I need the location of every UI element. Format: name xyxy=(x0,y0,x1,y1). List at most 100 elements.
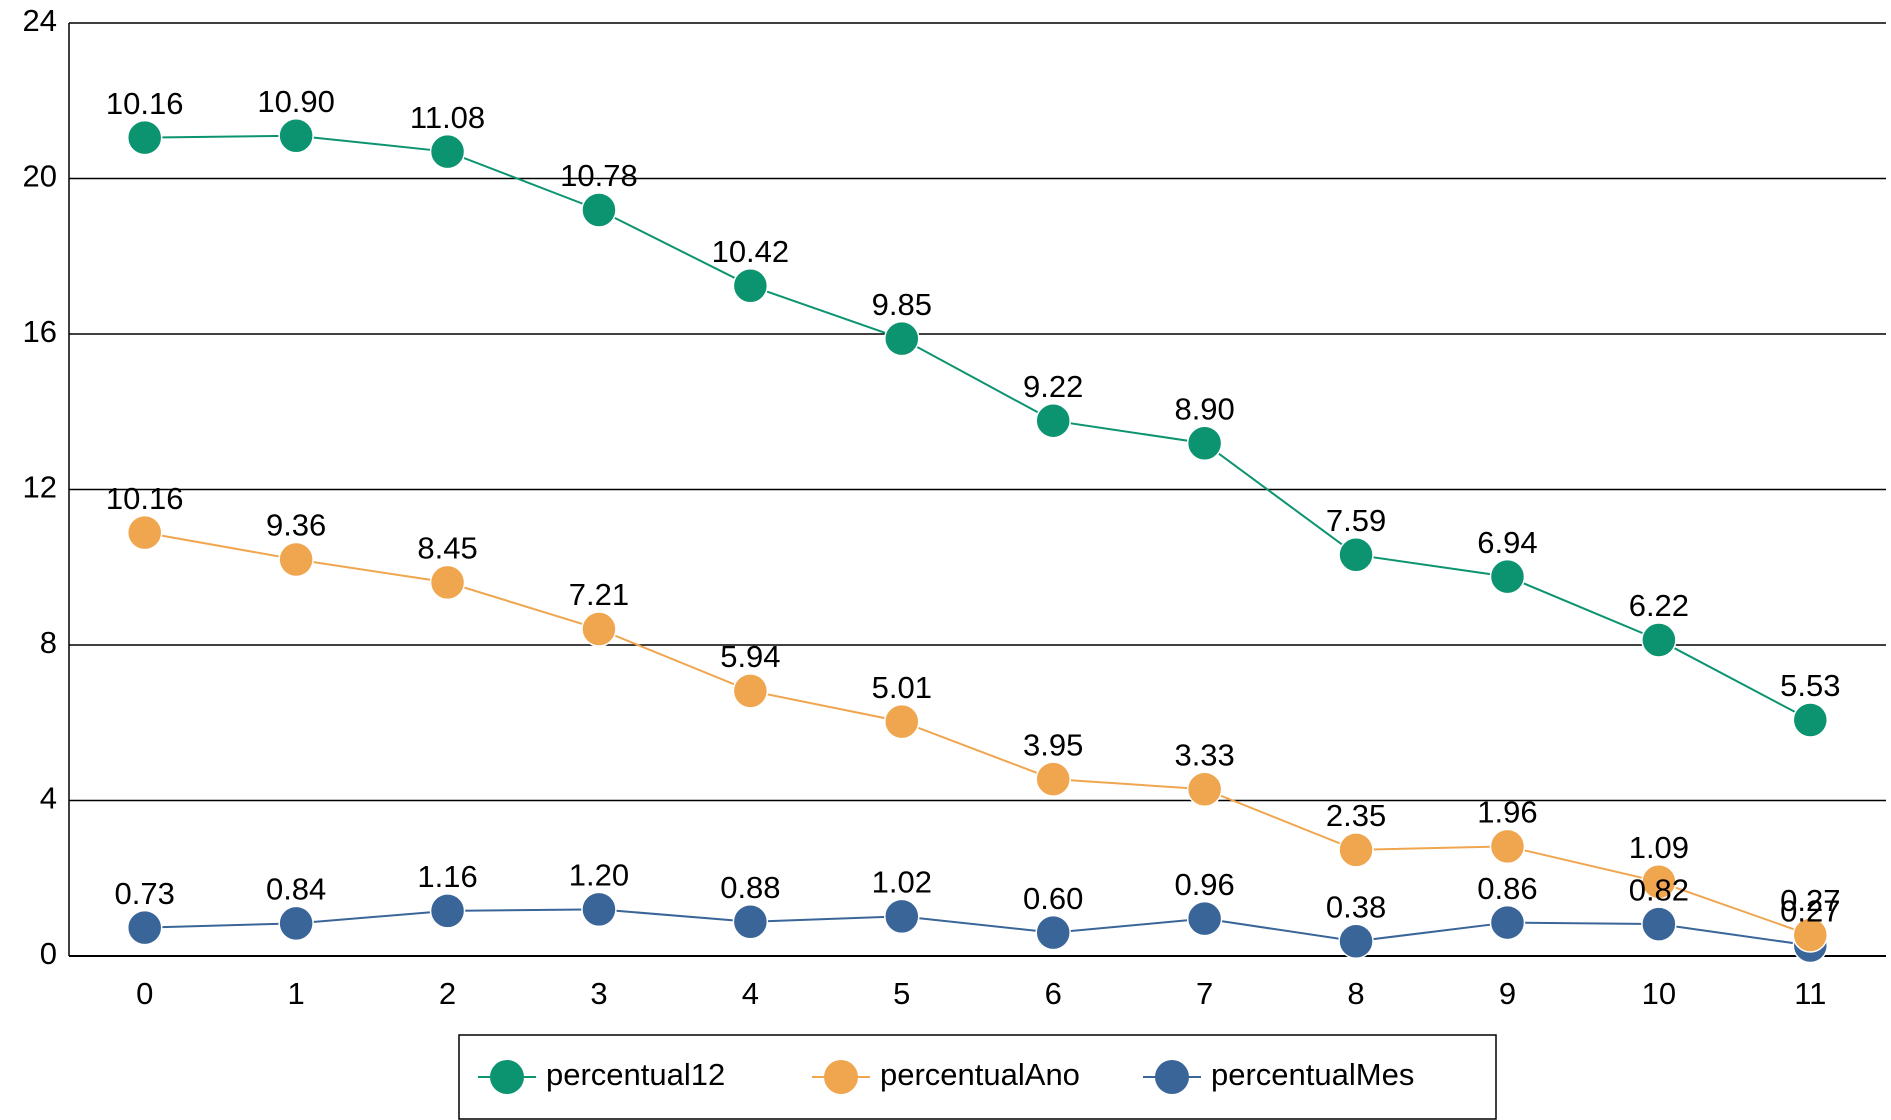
point xyxy=(732,268,769,304)
data-label: 0.82 xyxy=(1629,872,1689,907)
x-tick-label: 3 xyxy=(590,976,607,1011)
legend-label: percentual12 xyxy=(546,1057,725,1092)
y-tick-label: 24 xyxy=(23,3,57,38)
x-tick-label: 7 xyxy=(1196,976,1213,1011)
data-label: 0.88 xyxy=(720,870,780,905)
point xyxy=(1641,906,1677,942)
data-label: 0.73 xyxy=(115,876,175,911)
series-line xyxy=(144,134,1811,721)
point xyxy=(429,564,466,601)
point xyxy=(1035,761,1071,797)
point xyxy=(581,192,617,228)
point xyxy=(1489,904,1526,941)
data-label: 0.27 xyxy=(1780,883,1840,918)
x-tick-label: 5 xyxy=(893,976,910,1011)
y-tick-label: 0 xyxy=(40,936,57,971)
data-label: 1.09 xyxy=(1629,830,1689,865)
series xyxy=(126,891,1829,964)
data-label: 0.86 xyxy=(1477,871,1537,906)
y-tick-label: 12 xyxy=(23,470,57,505)
point xyxy=(429,133,466,170)
legend-marker xyxy=(1155,1060,1189,1094)
point xyxy=(278,905,314,942)
x-tick-label: 6 xyxy=(1045,976,1062,1011)
point xyxy=(429,893,466,929)
point xyxy=(126,119,163,156)
x-tick-label: 4 xyxy=(742,976,759,1011)
data-label: 1.16 xyxy=(417,859,477,894)
data-label: 0.84 xyxy=(266,872,326,907)
point xyxy=(1338,923,1374,959)
data-label: 8.90 xyxy=(1174,391,1234,426)
legend-label: percentualAno xyxy=(880,1057,1080,1092)
legend-box xyxy=(458,1034,1497,1120)
legend-marker xyxy=(490,1060,524,1094)
y-tick-label: 16 xyxy=(23,314,57,349)
data-label: 9.22 xyxy=(1023,369,1083,404)
point xyxy=(126,514,163,551)
x-tick-label: 8 xyxy=(1347,976,1364,1011)
legend-label: percentualMes xyxy=(1211,1057,1414,1092)
x-tick-label: 1 xyxy=(288,976,305,1011)
x-tick-label: 10 xyxy=(1642,976,1676,1011)
data-label: 8.45 xyxy=(417,531,477,566)
point xyxy=(278,541,314,578)
series xyxy=(126,117,1829,738)
point xyxy=(884,320,920,357)
x-tick-label: 11 xyxy=(1794,976,1826,1011)
point xyxy=(732,673,769,709)
data-label: 6.94 xyxy=(1477,525,1537,560)
x-tick-label: 0 xyxy=(136,976,153,1011)
series xyxy=(126,514,1829,953)
series-line xyxy=(144,908,1811,947)
data-label: 1.96 xyxy=(1477,795,1537,830)
point xyxy=(581,891,617,928)
point xyxy=(126,909,163,946)
data-label: 3.95 xyxy=(1023,727,1083,762)
data-label: 11.08 xyxy=(410,100,485,135)
point xyxy=(1641,622,1677,658)
point xyxy=(278,117,314,154)
point xyxy=(1338,832,1374,868)
data-label: 7.21 xyxy=(569,577,629,612)
point xyxy=(884,898,920,935)
point xyxy=(1035,402,1071,439)
data-label: 0.27 xyxy=(1780,894,1840,929)
data-label: 0.38 xyxy=(1326,889,1386,924)
data-label: 5.94 xyxy=(720,639,780,674)
point xyxy=(1186,425,1223,461)
legend-marker xyxy=(824,1060,858,1094)
data-label: 9.36 xyxy=(266,508,326,543)
data-label: 1.20 xyxy=(569,858,629,893)
data-label: 10.78 xyxy=(560,158,638,193)
point xyxy=(1186,900,1223,937)
data-label: 0.96 xyxy=(1174,867,1234,902)
data-label: 1.02 xyxy=(872,865,932,900)
data-label: 5.53 xyxy=(1780,668,1840,703)
y-tick-label: 20 xyxy=(23,159,57,194)
y-tick-label: 4 xyxy=(40,781,57,816)
data-label: 10.16 xyxy=(106,86,184,121)
point xyxy=(1641,863,1677,900)
data-label: 9.85 xyxy=(872,287,932,322)
point xyxy=(1489,828,1526,865)
data-label: 5.01 xyxy=(872,670,932,705)
x-tick-label: 9 xyxy=(1499,976,1516,1011)
data-label: 0.60 xyxy=(1023,881,1083,916)
point xyxy=(1489,558,1526,595)
point xyxy=(1792,917,1829,953)
data-label: 10.16 xyxy=(106,481,184,516)
data-label: 2.35 xyxy=(1326,798,1386,833)
data-label: 10.90 xyxy=(257,84,335,119)
point xyxy=(581,611,617,647)
data-label: 7.59 xyxy=(1326,503,1386,538)
point xyxy=(732,904,769,940)
series-line xyxy=(144,531,1811,936)
data-label: 3.33 xyxy=(1174,737,1234,772)
point xyxy=(884,703,920,740)
y-tick-label: 8 xyxy=(40,625,57,660)
point xyxy=(1792,702,1829,738)
x-tick-label: 2 xyxy=(439,976,456,1011)
point xyxy=(1338,537,1374,573)
